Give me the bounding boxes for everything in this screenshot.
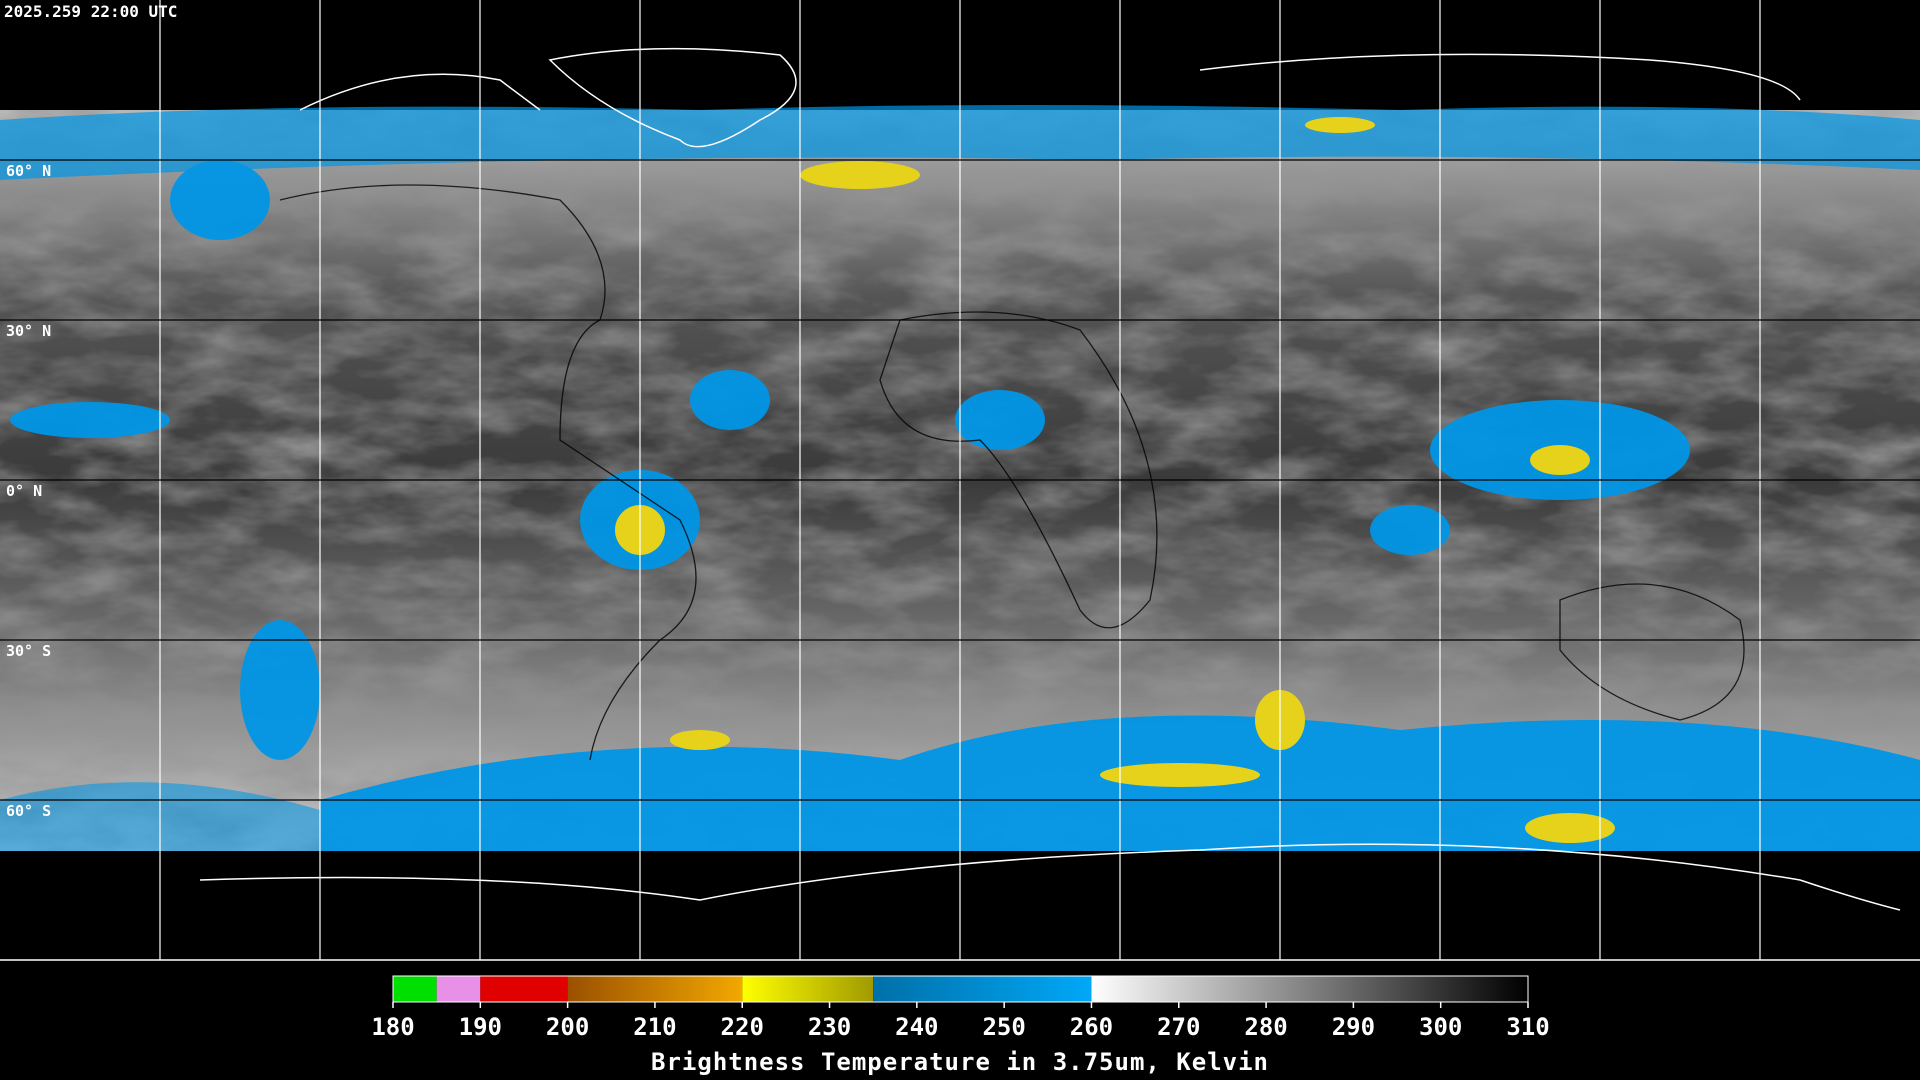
colorbar-segment [567, 976, 743, 1002]
colorbar-tick-label: 300 [1419, 1013, 1462, 1041]
latitude-label: 60° N [6, 162, 51, 180]
colorbar-segment [873, 976, 1092, 1002]
colorbar-tick-label: 190 [459, 1013, 502, 1041]
colorbar-tick-label: 210 [633, 1013, 676, 1041]
colorbar-title: Brightness Temperature in 3.75um, Kelvin [651, 1048, 1269, 1076]
colorbar-tick-label: 240 [895, 1013, 938, 1041]
colorbar-tick-label: 280 [1244, 1013, 1287, 1041]
colorbar-segment [480, 976, 568, 1002]
colorbar-segment [436, 976, 481, 1002]
colorbar-segment [1091, 976, 1528, 1002]
latitude-label: 0° N [6, 482, 42, 500]
colorbar-tick-label: 180 [371, 1013, 414, 1041]
colorbar-tick-label: 310 [1506, 1013, 1549, 1041]
latitude-label: 30° S [6, 642, 51, 660]
colorbar-tick-label: 260 [1070, 1013, 1113, 1041]
colorbar-tick-label: 250 [982, 1013, 1025, 1041]
colorbar-segment [393, 976, 437, 1002]
graticule [159, 0, 1761, 960]
colorbar-tick-label: 230 [808, 1013, 851, 1041]
latitude-label: 30° N [6, 322, 51, 340]
colorbar-tick-label: 220 [721, 1013, 764, 1041]
colorbar-frame [392, 975, 1529, 1003]
timestamp: 2025.259 22:00 UTC [4, 2, 177, 21]
colorbar-tick-label: 200 [546, 1013, 589, 1041]
colorbar-tick-label: 270 [1157, 1013, 1200, 1041]
colorbar-segment [742, 976, 874, 1002]
latitude-label: 60° S [6, 802, 51, 820]
colorbar-tick-label: 290 [1332, 1013, 1375, 1041]
